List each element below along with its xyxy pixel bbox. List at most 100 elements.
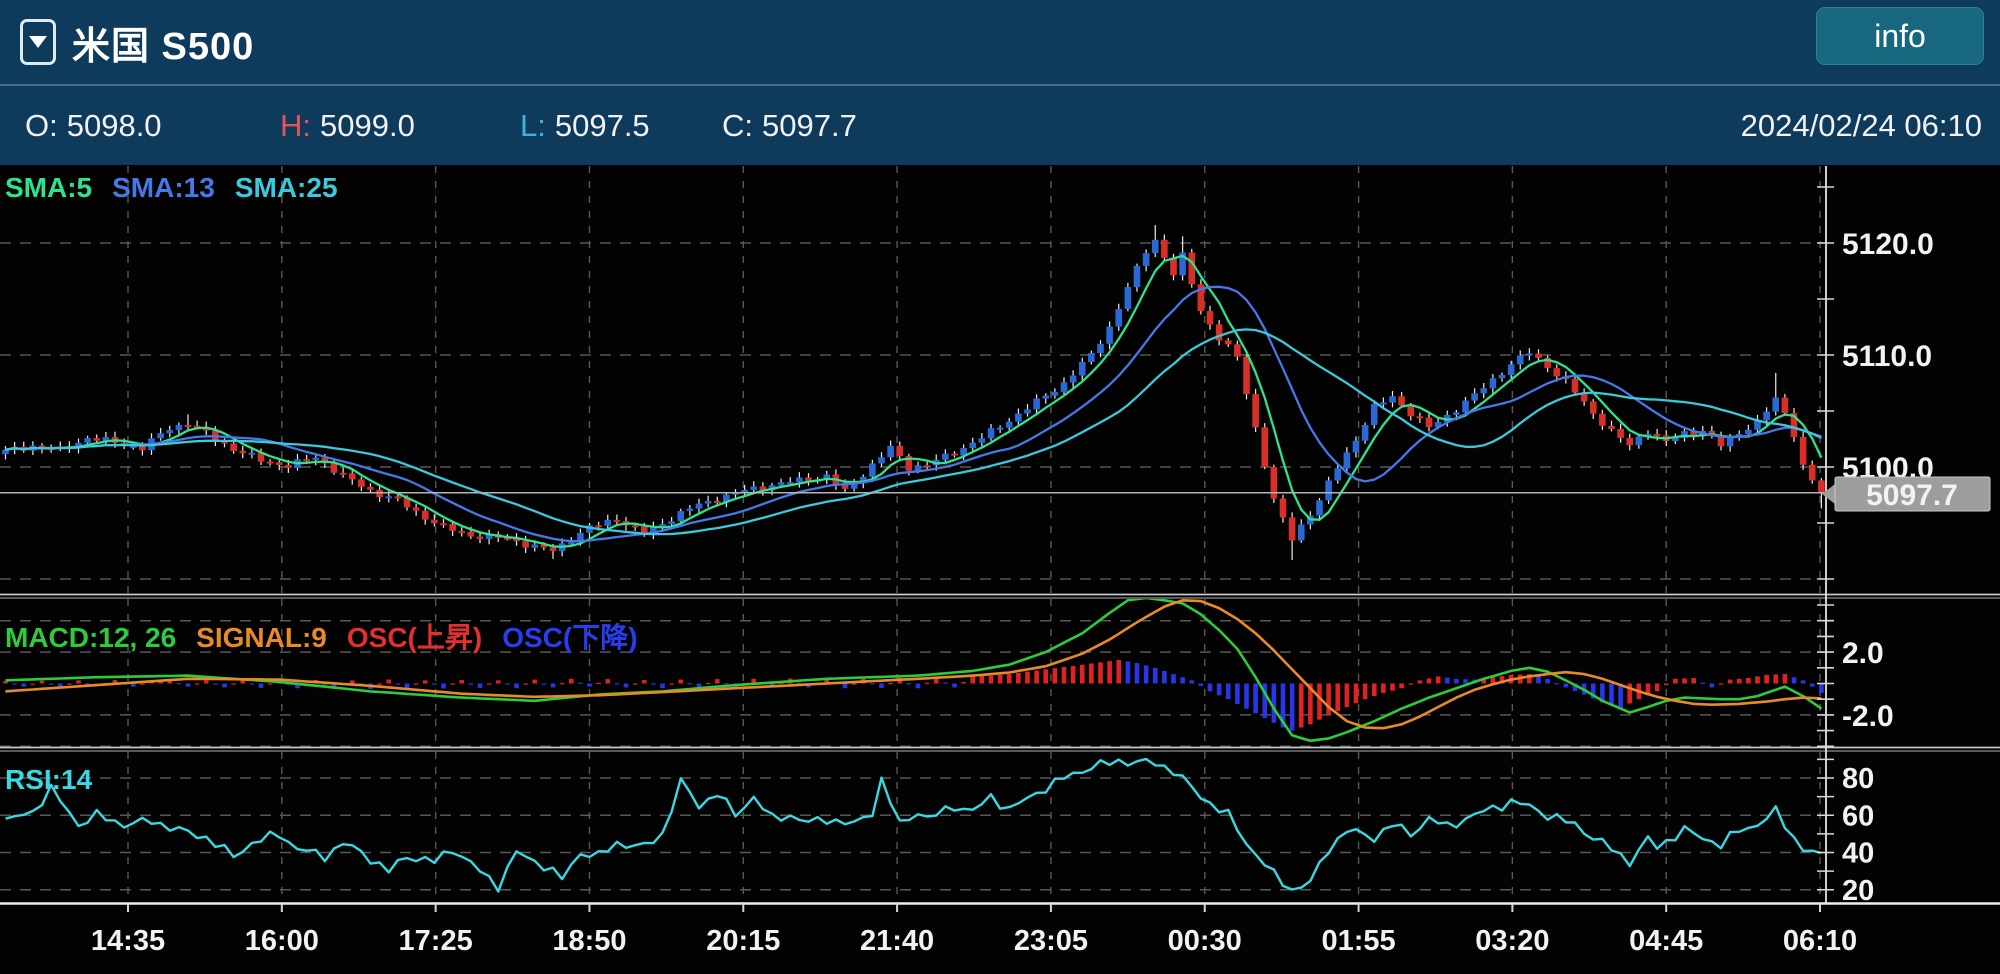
candle — [896, 445, 904, 457]
candle — [1726, 436, 1734, 447]
legend-item: OSC(下降) — [502, 622, 638, 653]
time-axis-label: 23:05 — [1014, 925, 1088, 957]
macd-histogram-bar — [587, 683, 592, 687]
candle — [522, 541, 529, 548]
macd-histogram-bar — [605, 679, 611, 684]
macd-panel — [3, 599, 1824, 743]
macd-histogram-bar — [1390, 683, 1395, 691]
candle — [549, 547, 557, 552]
candle — [1142, 253, 1150, 266]
macd-histogram-bar — [824, 678, 830, 684]
candle — [504, 537, 511, 540]
candle — [394, 496, 402, 499]
candle — [1078, 361, 1086, 376]
chevron-down-icon — [29, 36, 47, 48]
candle — [1672, 437, 1679, 442]
macd-histogram-bar — [1782, 674, 1788, 684]
macd-histogram-bar — [295, 683, 300, 689]
macd-histogram-bar — [1134, 663, 1140, 684]
time-axis-label: 18:50 — [552, 925, 626, 957]
candle — [193, 425, 201, 428]
macd-histogram-bar — [988, 675, 994, 684]
candle — [1115, 309, 1123, 327]
candle — [1717, 435, 1725, 447]
macd-histogram-bar — [1235, 683, 1240, 704]
macd-histogram-bar — [1025, 671, 1030, 684]
candle — [1480, 388, 1488, 394]
candle — [184, 425, 192, 428]
macd-axis-label: 2.0 — [1842, 637, 1884, 670]
candle — [1224, 340, 1232, 345]
macd-histogram-bar — [432, 683, 437, 685]
candle — [1735, 434, 1743, 437]
candle — [385, 496, 393, 499]
candle — [613, 519, 621, 522]
current-price-value: 5097.7 — [1866, 479, 1958, 512]
candle — [513, 538, 520, 542]
macd-histogram-bar — [459, 680, 465, 684]
macd-histogram-bar — [541, 683, 547, 685]
candle — [1745, 429, 1752, 435]
rsi-axis-label: 40 — [1842, 838, 1874, 870]
rsi-line — [5, 757, 1822, 893]
candle — [93, 438, 101, 441]
candle — [1042, 395, 1050, 399]
macd-histogram-bar — [1590, 683, 1596, 699]
macd-histogram-bar — [1718, 683, 1724, 685]
macd-histogram-bar — [1408, 683, 1414, 685]
macd-histogram-bar — [669, 683, 674, 685]
candle — [1380, 402, 1387, 405]
symbol-dropdown-button[interactable] — [20, 19, 56, 65]
candle — [786, 482, 794, 485]
macd-histogram-bar — [1727, 679, 1733, 684]
candle — [449, 524, 456, 531]
candle — [750, 486, 758, 490]
legend-item: RSI:14 — [5, 764, 93, 795]
candle — [869, 463, 876, 477]
candle — [1425, 417, 1433, 428]
macd-histogram-bar — [1499, 676, 1505, 684]
macd-histogram-bar — [1481, 678, 1487, 684]
candle — [1681, 431, 1688, 438]
macd-histogram-bar — [751, 678, 757, 684]
candle — [175, 425, 183, 431]
macd-histogram-bar — [1545, 678, 1550, 684]
macd-histogram-bar — [1809, 683, 1815, 687]
signal-line — [5, 599, 1822, 730]
macd-histogram-bar — [1490, 677, 1496, 684]
candle — [1069, 375, 1077, 383]
chart-region: SMA:5 SMA:13 SMA:25 MACD:12, 26 SIGNAL:9 OSC… — [0, 165, 2000, 974]
macd-histogram-bar — [724, 683, 729, 685]
time-axis-label: 03:20 — [1475, 925, 1549, 957]
candle — [1179, 252, 1186, 276]
macd-histogram-bar — [1006, 674, 1012, 684]
panel-borders — [0, 166, 2000, 905]
candle — [1243, 356, 1250, 395]
macd-histogram-bar — [1308, 683, 1313, 725]
macd-histogram-bar — [851, 683, 857, 685]
macd-histogram-bar — [1061, 667, 1067, 684]
candle — [942, 453, 949, 460]
info-button[interactable]: info — [1816, 7, 1984, 65]
macd-histogram-bar — [1381, 683, 1386, 693]
rsi-legend: RSI:14 — [5, 764, 112, 796]
candle — [805, 477, 812, 482]
macd-histogram-bar — [1125, 661, 1131, 684]
rsi-axis-label: 20 — [1842, 875, 1874, 907]
macd-histogram-bar — [915, 683, 921, 689]
candle — [358, 479, 365, 487]
macd-histogram-bar — [1070, 665, 1076, 684]
macd-histogram-bar — [1107, 661, 1112, 684]
candle — [330, 463, 338, 473]
candle — [631, 525, 639, 528]
price-axis-label: 5110.0 — [1842, 340, 1932, 373]
candle — [339, 472, 347, 475]
macd-histogram-bar — [1244, 683, 1249, 709]
candle — [1790, 413, 1798, 437]
macd-histogram-bar — [213, 683, 218, 685]
candle — [686, 508, 694, 512]
time-axis-label: 20:15 — [706, 925, 780, 957]
candle — [595, 525, 602, 528]
macd-histogram-bar — [1162, 670, 1167, 684]
